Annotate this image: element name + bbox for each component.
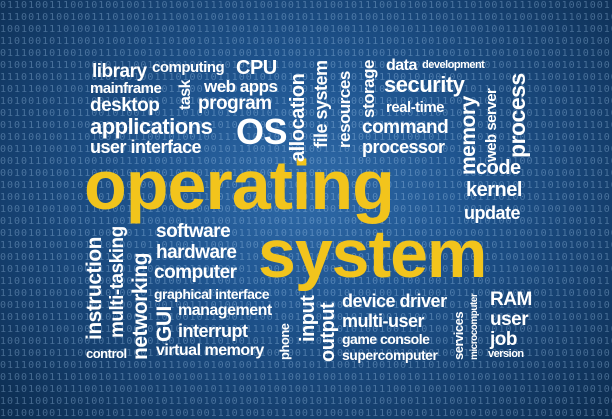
- word-ram: RAM: [490, 289, 532, 310]
- word-game-console: game console: [342, 331, 430, 347]
- word-program: program: [198, 93, 272, 114]
- word-web-apps: web apps: [204, 77, 278, 96]
- word-kernel: kernel: [466, 179, 522, 201]
- word-multi-user: multi-user: [342, 311, 425, 331]
- word-supercomputer: supercomputer: [342, 347, 438, 363]
- word-library: library: [92, 61, 147, 82]
- word-computing: computing: [152, 59, 225, 76]
- word-web-server: web server: [483, 88, 500, 162]
- word-code: code: [476, 157, 521, 179]
- word-storage: storage: [359, 60, 378, 118]
- word-allocation: allocation: [287, 73, 309, 162]
- word-phone: phone: [277, 323, 292, 361]
- word-data: data: [386, 57, 417, 74]
- word-computer: computer: [154, 262, 237, 283]
- word-software: software: [156, 221, 231, 242]
- word-applications: applications: [90, 114, 213, 139]
- word-development: development: [422, 59, 485, 71]
- word-processor: processor: [362, 137, 445, 157]
- word-os: OS: [236, 111, 288, 152]
- word-microcomputer: microcomputer: [469, 293, 480, 360]
- word-memory: memory: [457, 96, 480, 175]
- word-graphical-interface: graphical interface: [154, 286, 270, 302]
- word-output: output: [317, 302, 339, 362]
- word-virtual-memory: virtual memory: [156, 342, 264, 359]
- word-multi-tasking: multi-tasking: [107, 226, 128, 338]
- word-command: command: [362, 117, 449, 138]
- word-instruction: instruction: [83, 237, 106, 340]
- word-control: control: [86, 346, 127, 361]
- word-file-system: file system: [311, 60, 331, 148]
- word-task: task: [177, 79, 194, 110]
- word-cpu: CPU: [236, 57, 277, 79]
- word-input: input: [297, 295, 319, 342]
- word-desktop: desktop: [90, 95, 160, 116]
- word-management: management: [178, 302, 272, 319]
- word-hardware: hardware: [156, 242, 237, 263]
- word-device-driver: device driver: [342, 291, 447, 311]
- word-interrupt: interrupt: [178, 321, 248, 341]
- word-gui: GUI: [153, 306, 176, 342]
- word-version: version: [488, 348, 524, 360]
- word-mainframe: mainframe: [90, 80, 162, 97]
- word-process: process: [504, 73, 530, 158]
- word-resources: resources: [335, 71, 354, 148]
- word-services: services: [451, 311, 466, 360]
- word-security: security: [384, 72, 465, 97]
- word-job: job: [490, 329, 518, 350]
- word-operating: operating: [84, 146, 395, 224]
- word-system: system: [258, 216, 487, 292]
- word-update: update: [464, 203, 521, 223]
- word-user: user: [490, 309, 529, 330]
- word-networking: networking: [129, 252, 152, 360]
- word-user-interface: user interface: [90, 137, 202, 157]
- word-real-time: real-time: [386, 99, 445, 116]
